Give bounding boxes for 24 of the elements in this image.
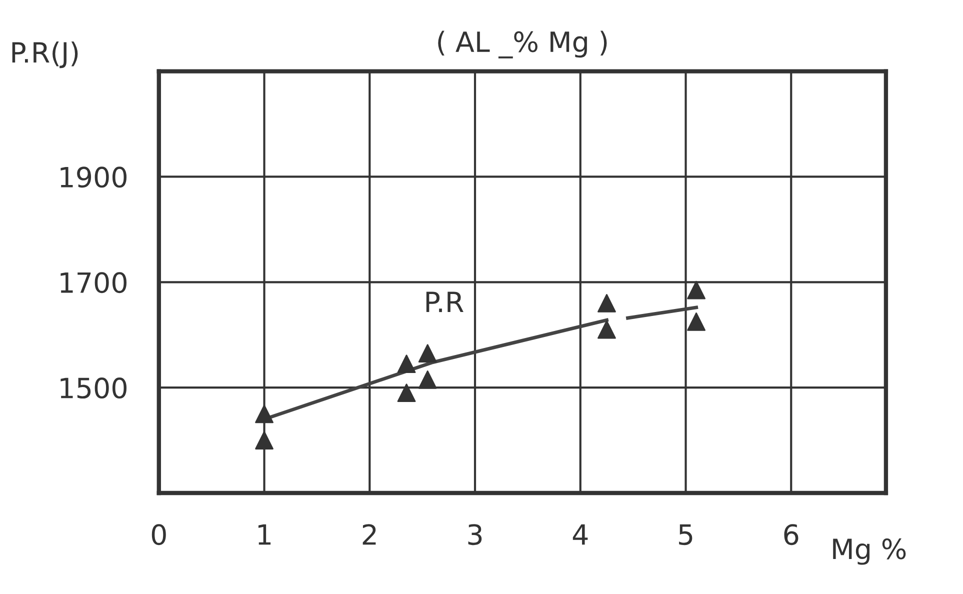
point [598, 294, 616, 312]
point [255, 431, 274, 450]
y-axis-title: P.R(J) [12, 41, 78, 68]
point [397, 354, 416, 374]
series-label: P.R [426, 292, 464, 312]
point [418, 370, 437, 389]
y-tick-label: 1900 [60, 166, 126, 188]
chart-title: ( AL _% Mg ) [438, 30, 607, 58]
point [687, 312, 706, 331]
point [255, 404, 274, 424]
point [397, 384, 416, 402]
point [418, 344, 437, 363]
x-tick-label: 4 [572, 524, 588, 545]
x-axis-title: Mg % [833, 538, 906, 565]
x-tick-label: 6 [784, 524, 798, 546]
y-tick-label: 1500 [60, 378, 126, 399]
y-tick-label: 1700 [60, 272, 126, 294]
point [598, 320, 616, 339]
x-tick-label: 5 [679, 524, 692, 546]
x-tick-label: 1 [258, 524, 271, 545]
x-tick-label: 2 [362, 524, 376, 545]
point [687, 280, 706, 300]
x-tick-label: 3 [468, 524, 482, 546]
x-tick-label: 0 [152, 524, 166, 546]
